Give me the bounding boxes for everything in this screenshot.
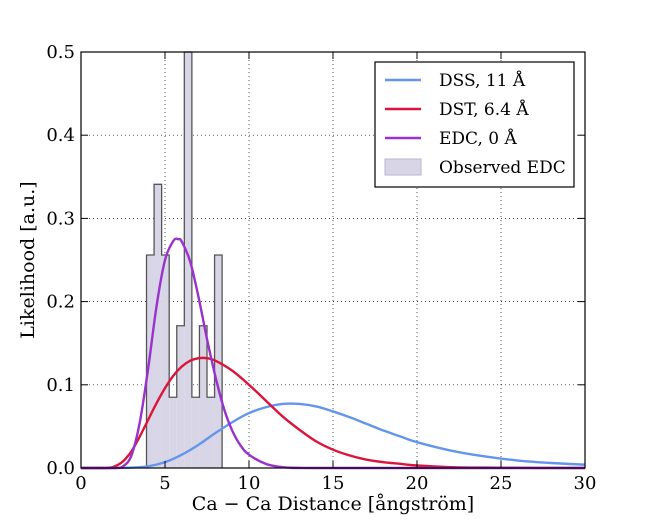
histogram-bar [161, 255, 170, 468]
legend-label: DST, 6.4 Å [439, 99, 529, 120]
x-axis-label: Ca − Ca Distance [ångström] [192, 493, 474, 515]
ticks: 0 5 10 15 20 25 30 0.0 0.1 0.2 0.3 0.4 0.5 [46, 42, 596, 494]
histogram-outline [145, 51, 223, 468]
histogram [145, 51, 223, 468]
series-line-1 [81, 356, 586, 470]
y-tick-label: 0.1 [46, 375, 75, 396]
legend-swatch [384, 158, 422, 176]
legend-label: DSS, 11 Å [439, 70, 526, 91]
y-tick-label: 0.3 [46, 208, 75, 229]
series-line-2 [81, 237, 585, 470]
x-tick-label: 5 [159, 473, 170, 494]
histogram-bar [191, 397, 200, 468]
legend: DSS, 11 Å DST, 6.4 Å EDC, 0 Å Observed EDC [374, 61, 575, 188]
histogram-bar [169, 397, 177, 468]
y-tick-label: 0.2 [46, 292, 75, 313]
histogram-bar [154, 184, 162, 468]
y-tick-label: 0.0 [46, 458, 75, 479]
legend-label: EDC, 0 Å [439, 128, 517, 149]
y-tick-label: 0.4 [46, 125, 75, 146]
x-tick-label: 20 [406, 473, 429, 494]
histogram-bar [199, 325, 207, 468]
histogram-bar [207, 397, 215, 468]
y-tick-label: 0.5 [46, 42, 75, 63]
x-tick-label: 0 [75, 473, 86, 494]
x-tick-label: 30 [574, 473, 597, 494]
histogram-bar [176, 325, 185, 468]
legend-label: Observed EDC [439, 158, 566, 178]
x-tick-label: 15 [322, 473, 345, 494]
y-axis-label: Likelihood [a.u.] [17, 181, 39, 338]
histogram-bar [184, 52, 192, 468]
x-tick-label: 10 [238, 473, 261, 494]
x-tick-label: 25 [490, 473, 513, 494]
